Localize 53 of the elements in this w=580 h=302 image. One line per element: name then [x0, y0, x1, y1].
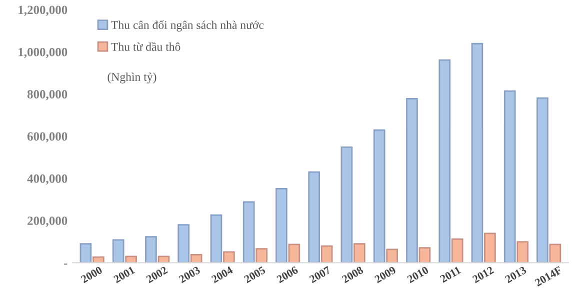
x-tick-label: 2009	[374, 266, 396, 284]
bar	[451, 238, 464, 263]
legend-label: Thu từ dầu thô	[111, 42, 180, 51]
y-tick-label: -	[64, 264, 68, 265]
annotation: (Nghìn tỷ)	[108, 72, 156, 84]
bar	[386, 248, 398, 263]
y-tick-label: 400,000	[27, 174, 68, 185]
y-tick-label: 600,000	[27, 132, 68, 142]
x-tick-label: 2010	[406, 266, 429, 284]
bar	[125, 256, 137, 263]
y-tick-label: 800,000	[27, 90, 68, 100]
x-tick-label: 2000	[80, 266, 103, 284]
x-tick-label: 2013	[504, 266, 527, 284]
bar	[516, 241, 528, 263]
bar	[158, 256, 170, 263]
bar	[112, 239, 124, 263]
x-tick-label: 2006	[276, 266, 299, 284]
x-tick-label: 2005	[244, 266, 266, 284]
bar	[340, 146, 353, 263]
bar	[256, 248, 268, 263]
bar	[549, 244, 562, 263]
bar	[178, 224, 190, 263]
bar	[438, 59, 451, 263]
bar	[242, 201, 255, 263]
x-tick-label: 2003	[178, 266, 201, 284]
y-tick-label: 200,000	[28, 216, 68, 227]
bar	[418, 247, 431, 263]
bar	[288, 244, 300, 263]
x-tick-label: 2001	[113, 266, 136, 284]
bar	[373, 129, 386, 263]
bar	[308, 171, 320, 263]
bar	[504, 90, 516, 263]
bar	[536, 97, 548, 263]
bar	[484, 232, 496, 263]
bar	[320, 245, 333, 263]
bar	[471, 42, 484, 263]
bar	[223, 251, 235, 263]
bar	[406, 98, 418, 263]
bar	[276, 188, 288, 263]
x-tick-label: 2007	[308, 266, 332, 284]
x-tick-label: 2008	[342, 266, 364, 284]
y-tick-label: 1,200,000	[18, 6, 68, 16]
x-tick-label: 2002	[146, 266, 168, 284]
x-tick-label: 2004	[211, 266, 234, 284]
bar	[80, 243, 92, 263]
bar	[354, 243, 366, 263]
y-tick-label: 1,000,000	[18, 48, 68, 58]
x-tick-label: 2012	[472, 266, 494, 284]
bar	[190, 254, 202, 263]
bar	[145, 236, 157, 263]
bar	[210, 214, 222, 263]
x-tick-label: 2011	[440, 266, 462, 283]
legend-label: Thu cân đối ngân sách nhà nước	[111, 20, 264, 32]
